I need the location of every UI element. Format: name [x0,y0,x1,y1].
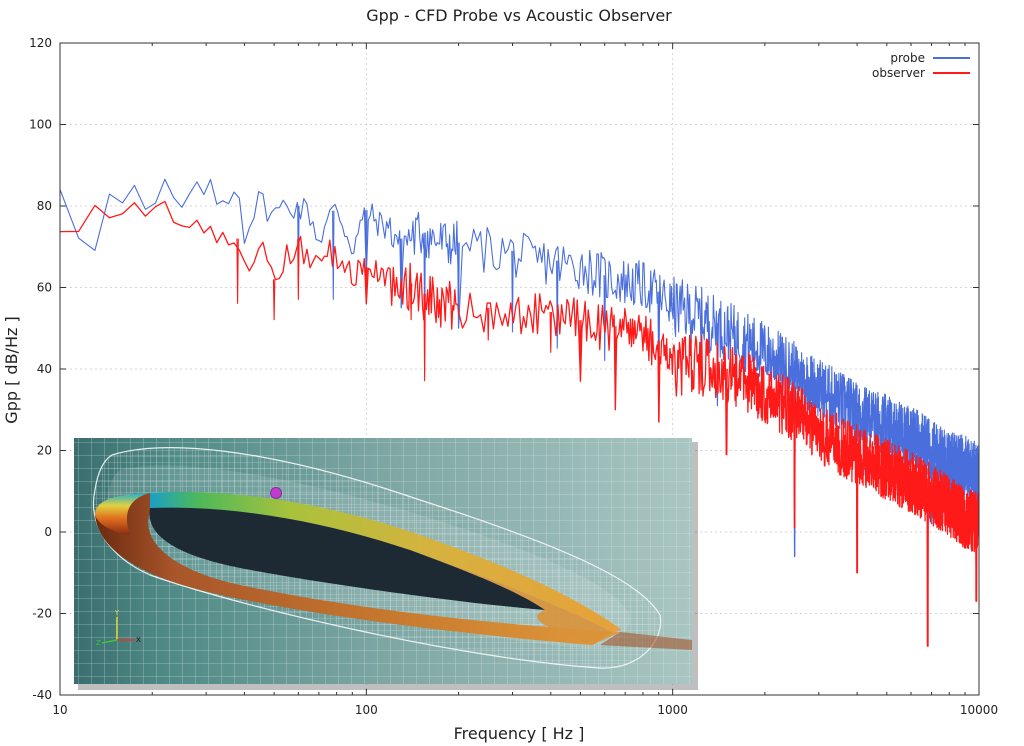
y-tick-label: 40 [37,362,52,376]
series-dip-observer [793,409,796,528]
series-dip-probe [400,238,403,308]
series-dip-observer [657,340,660,422]
y-tick-label: 80 [37,199,52,213]
inset-airfoil-leading-edge [95,493,150,535]
series-dip-observer [579,320,582,382]
series-dip-probe [511,250,514,333]
series-dip-observer [365,267,368,304]
series-dip-probe [556,260,559,349]
svg-text:Z: Z [96,639,101,647]
y-tick-label: 120 [29,36,52,50]
inset-airfoil-face [149,507,545,610]
series-dip-observer [855,450,859,573]
series-dip-probe [457,242,460,329]
cfd-inset-image: Y X Z [74,438,698,690]
series-dip-probe [332,210,335,300]
y-tick-label: 60 [37,281,52,295]
axis-ticks: -40 -20 0 20 40 60 80 100 120 10 100 1000 10000 [29,36,998,717]
series-dip-observer [487,307,490,341]
series-dip-observer [272,279,276,321]
series-dip-observer [725,368,728,455]
series-dip-observer [423,293,426,382]
y-tick-label: -40 [32,688,52,702]
x-tick-label: 10000 [960,703,998,717]
inset-orientation-axes: Y X Z [96,609,141,647]
inset-wake [600,632,692,650]
svg-text:Y: Y [114,609,120,617]
series-dip-observer [549,311,552,353]
plot-border [59,42,980,696]
legend-label-probe: probe [890,51,925,65]
series-dip-probe [930,446,933,524]
series-dip-observer [236,238,239,304]
y-tick-label: -20 [32,607,52,621]
inset-airfoil-trailing-side [410,550,612,645]
series-layer [60,178,979,647]
series-line-observer [60,200,979,647]
svg-text:X: X [136,636,141,644]
y-axis-title: Gpp [ dB/Hz ] [2,316,21,423]
inset-probe-marker [270,487,282,499]
x-axis-title: Frequency [ Hz ] [454,724,585,743]
legend-label-observer: observer [872,66,925,80]
x-tick-label: 1000 [657,703,688,717]
series-dip-observer [975,518,978,602]
series-dip-observer [297,238,300,300]
series-line-probe [60,178,979,558]
inset-airfoil-rim [150,491,622,632]
series-dip-observer [926,488,929,647]
y-tick-label: 0 [44,525,52,539]
y-tick-label: 100 [29,118,52,132]
chart-title: Gpp - CFD Probe vs Acoustic Observer [366,6,672,25]
x-tick-label: 10 [52,703,67,717]
series-dip-observer [409,283,413,321]
series-dip-probe [603,275,606,361]
series-dip-observer [614,326,617,410]
y-tick-label: 20 [37,444,52,458]
x-tick-label: 100 [355,703,378,717]
